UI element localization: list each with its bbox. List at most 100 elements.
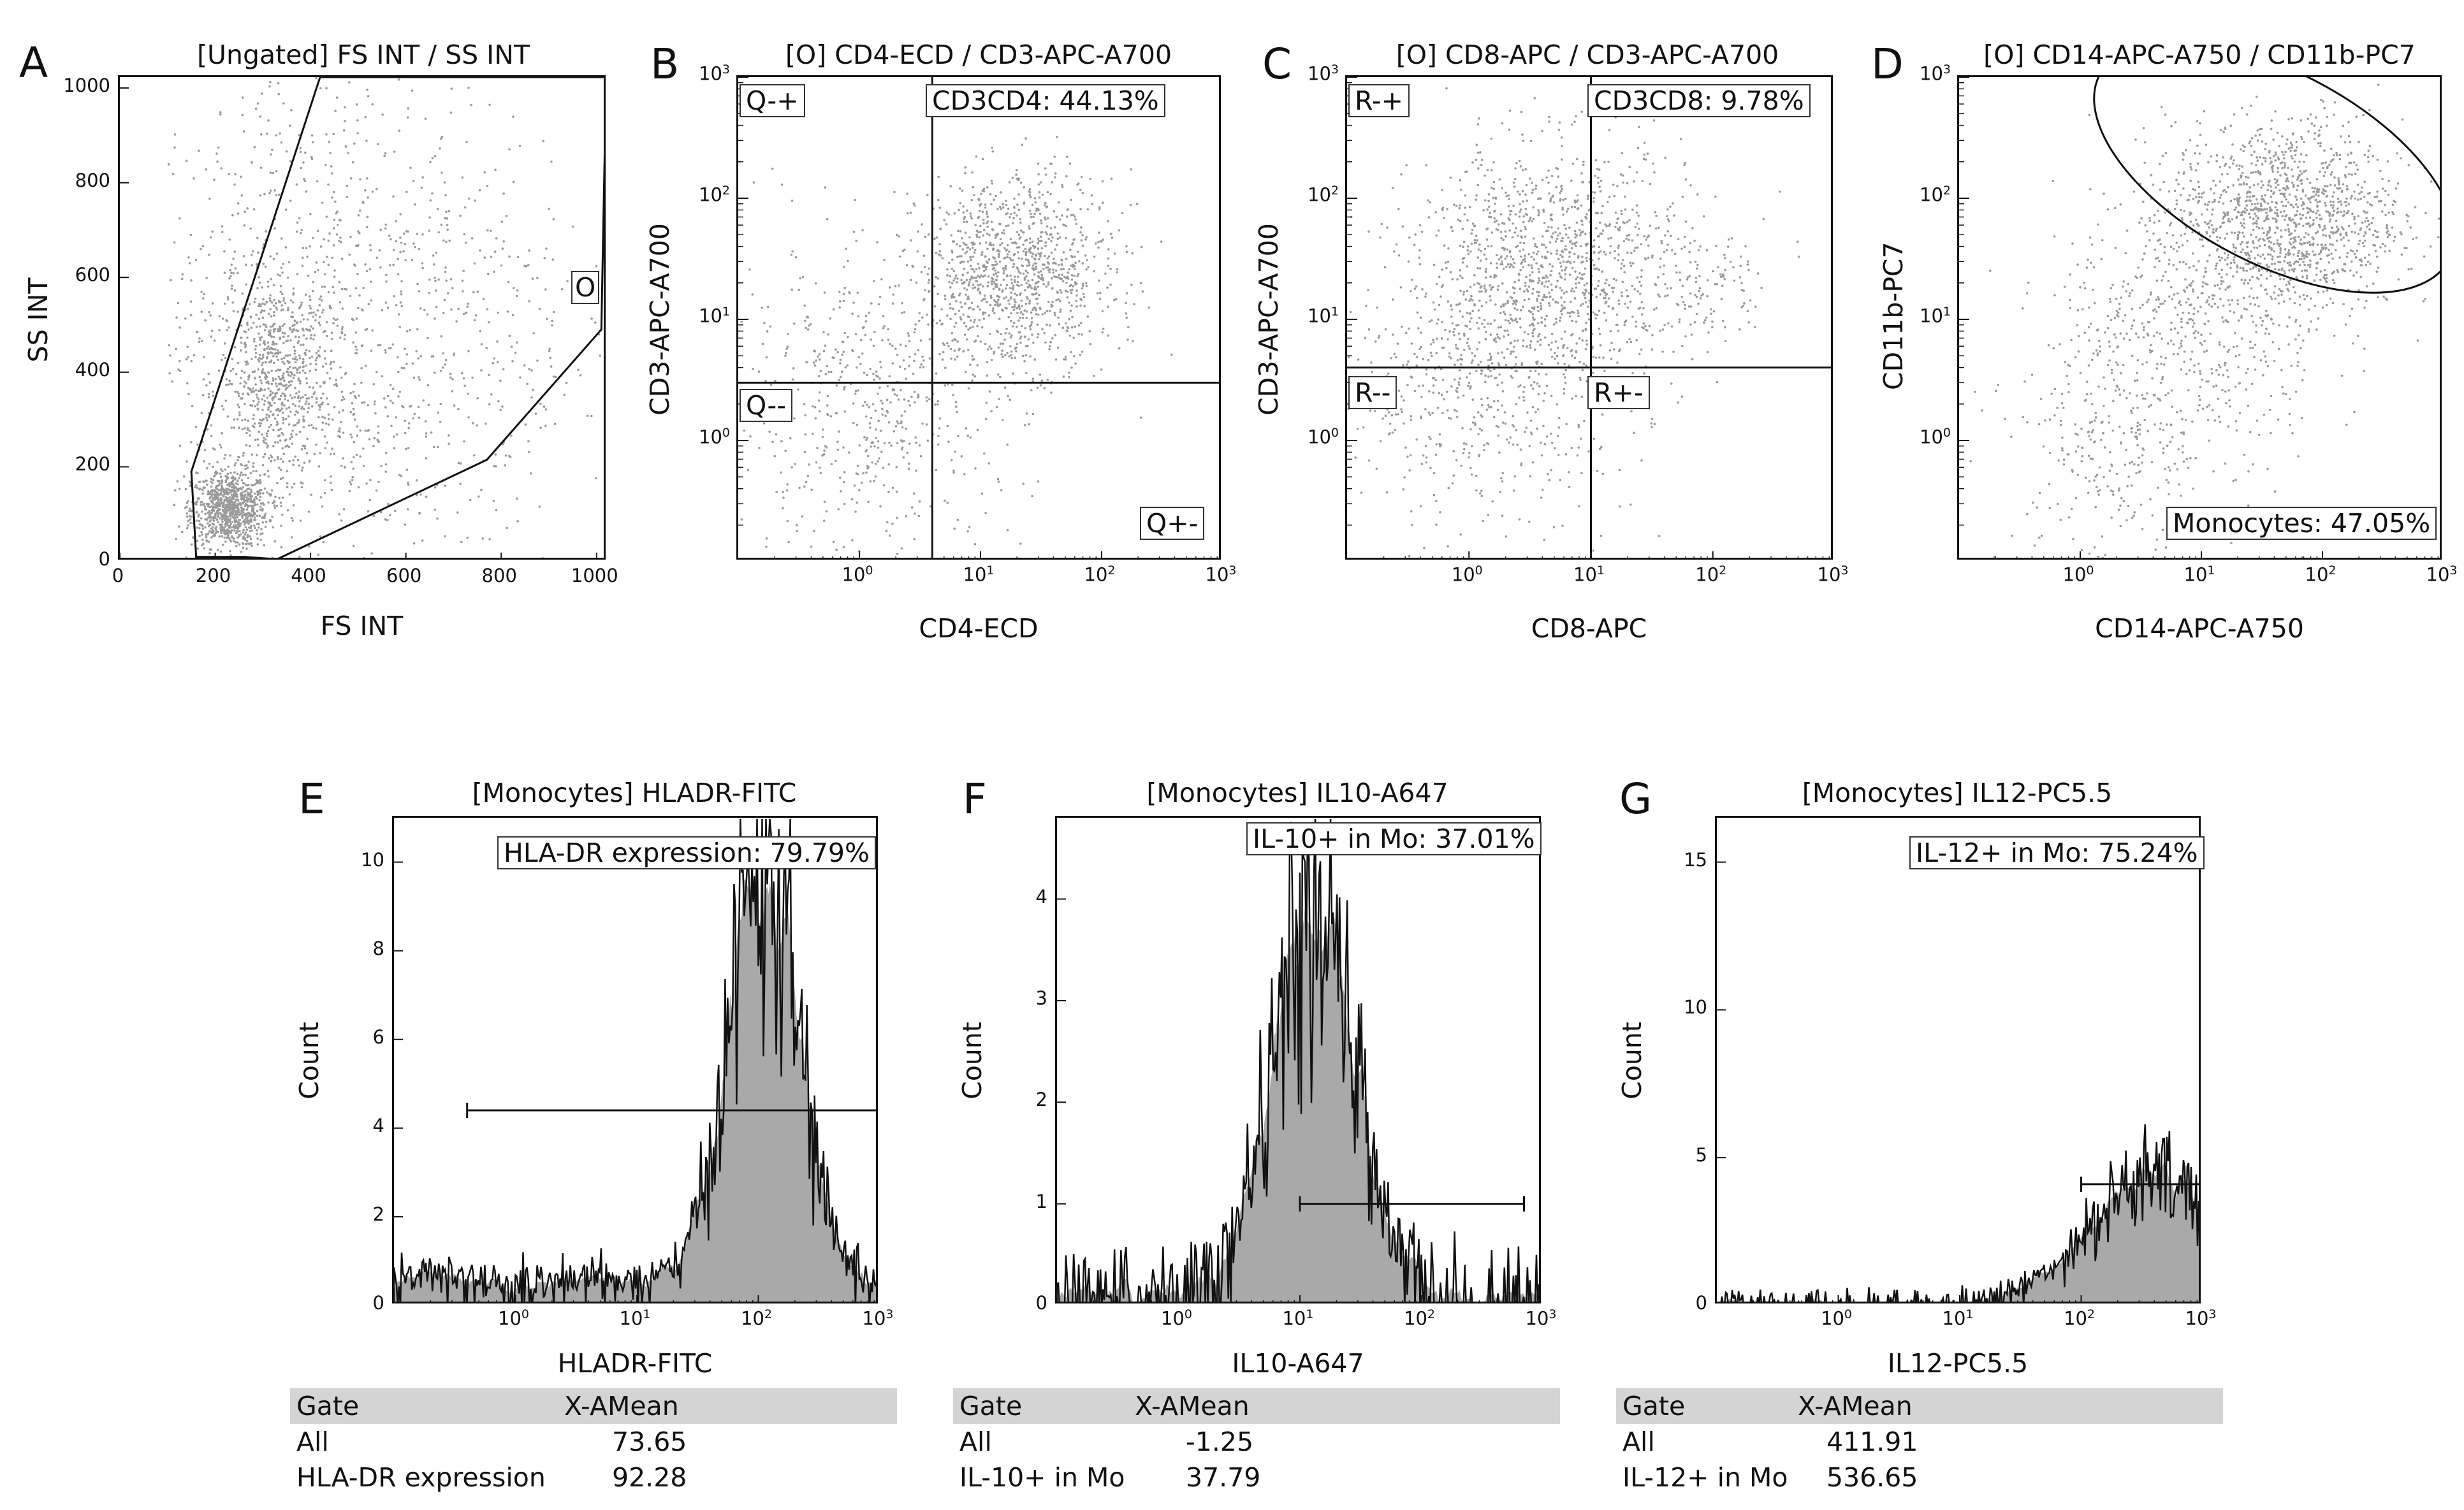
scatter-point [1037,173,1040,176]
scatter-point [1036,323,1039,326]
scatter-point [386,306,390,309]
scatter-point [483,171,486,174]
scatter-point [904,344,907,347]
scatter-point [1563,388,1566,391]
scatter-point [1125,245,1128,248]
scatter-point [411,89,414,92]
scatter-point [315,261,318,264]
scatter-point [792,367,795,370]
scatter-point [214,514,217,518]
scatter-point [316,356,318,359]
scatter-point [1574,270,1577,273]
scatter-point [980,253,984,256]
scatter-point [435,289,437,292]
scatter-point [231,521,234,523]
scatter-point [538,505,541,508]
scatter-point [1055,299,1058,301]
scatter-point [258,276,260,279]
scatter-point [878,386,881,389]
scatter-point [262,439,265,442]
scatter-point [1531,266,1534,270]
scatter-point [349,391,352,395]
scatter-point [1515,226,1518,229]
scatter-point [246,497,249,500]
scatter-point [266,430,270,433]
scatter-point [1490,137,1493,140]
scatter-point [268,402,271,405]
scatter-point [352,467,354,470]
scatter-point [272,428,275,432]
scatter-point [294,423,297,426]
scatter-point [258,401,260,403]
scatter-point [291,429,294,432]
scatter-point [241,502,244,504]
scatter-point [780,183,784,186]
scatter-point [804,319,806,323]
scatter-point [1059,310,1062,314]
scatter-point [1027,279,1030,282]
scatter-point [282,342,285,344]
scatter-point [308,356,311,359]
scatter-point [279,439,282,442]
scatter-point [908,365,910,367]
scatter-point [1111,236,1114,239]
scatter-point [1009,398,1012,401]
scatter-point [1563,301,1566,303]
scatter-point [1041,328,1044,331]
scatter-point [1628,219,1631,222]
scatter-point [255,325,258,328]
scatter-point [1023,424,1026,426]
scatter-point [281,374,284,377]
scatter-point [949,286,952,289]
scatter-point [304,293,307,296]
scatter-point [1407,360,1410,363]
scatter-point [933,285,936,287]
scatter-point [282,460,284,463]
scatter-point [980,326,984,329]
scatter-point [302,329,305,331]
scatter-point [227,465,230,468]
scatter-point [1017,208,1021,212]
scatter-point [1512,300,1515,302]
scatter-point [339,366,342,369]
scatter-point [1005,284,1009,287]
scatter-point [289,365,291,368]
scatter-point [251,544,253,548]
scatter-point [922,254,926,258]
scatter-point [286,386,289,389]
scatter-point [1024,302,1028,305]
scatter-point [379,344,382,347]
scatter-point [1021,316,1024,319]
scatter-point [258,490,261,493]
scatter-point [1529,177,1531,180]
scatter-point [1034,258,1037,261]
scatter-point [338,513,341,516]
scatter-point [510,345,513,348]
scatter-point [224,531,227,534]
scatter-point [843,265,845,268]
scatter-point [996,271,1000,274]
scatter-point [894,347,897,350]
scatter-point [269,454,272,457]
scatter-point [242,474,245,476]
scatter-point [295,433,298,436]
scatter-point [1455,303,1458,306]
scatter-point [986,300,988,303]
scatter-point [187,500,189,503]
scatter-point [861,352,864,355]
scatter-point [1021,258,1023,260]
scatter-point [1598,245,1601,249]
scatter-point [1002,419,1004,421]
scatter-point [1062,375,1065,378]
scatter-point [1061,280,1065,282]
scatter-point [369,479,372,482]
scatter-point [1011,177,1014,179]
scatter-point [1030,317,1033,319]
scatter-point [242,451,245,454]
scatter-point [1580,110,1583,113]
scatter-point [208,509,211,512]
scatter-point [1042,279,1045,282]
scatter-point [304,402,307,405]
scatter-point [1592,356,1594,358]
scatter-point [379,266,382,269]
